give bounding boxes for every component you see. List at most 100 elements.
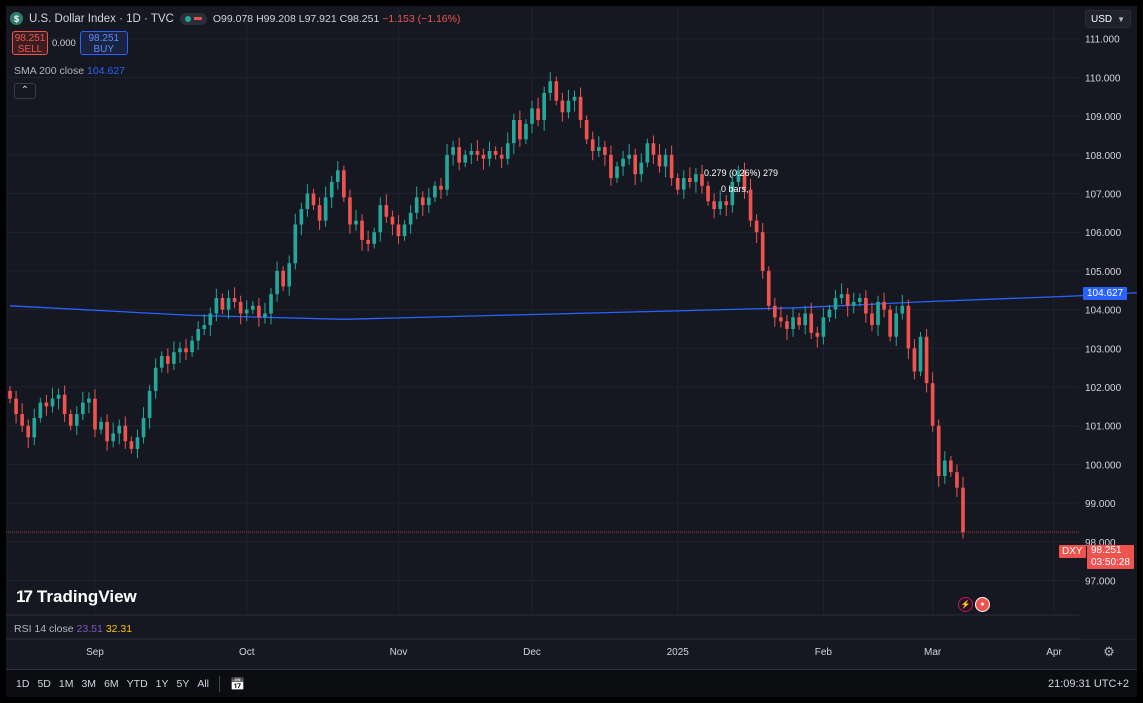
lightning-icon[interactable]: ⚡	[958, 597, 973, 612]
candle-body	[809, 313, 814, 333]
candle	[487, 141, 492, 167]
candle	[281, 266, 285, 292]
candle-body	[936, 425, 941, 477]
candle	[178, 342, 182, 364]
candle-body	[44, 402, 49, 407]
candle	[202, 314, 207, 336]
range-button-6m[interactable]: 6M	[104, 678, 119, 690]
candle	[275, 261, 279, 302]
candle-body	[457, 147, 462, 163]
candle	[68, 409, 73, 431]
sell-button[interactable]: 98.251 SELL	[12, 31, 48, 55]
candle-body	[870, 313, 874, 326]
candle-body	[402, 224, 407, 237]
price-chart[interactable]: 97.000 98.000 99.000 100.000 101.000 102.000 1…	[6, 6, 1137, 669]
symbol-title[interactable]: U.S. Dollar Index · 1D · TVC	[29, 12, 174, 25]
candle	[779, 306, 783, 328]
range-button-1d[interactable]: 1D	[16, 678, 30, 690]
collapse-legend-button[interactable]: ⌃	[14, 83, 36, 99]
candle	[900, 294, 905, 320]
candle	[639, 153, 644, 182]
candle	[724, 195, 729, 216]
candle	[645, 138, 650, 168]
candle-body	[694, 174, 698, 182]
trade-buttons: 98.251 SELL 0.000 98.251 BUY	[12, 31, 128, 55]
range-button-5d[interactable]: 5D	[37, 678, 51, 690]
candle	[172, 341, 176, 370]
candle	[481, 148, 486, 170]
candle-body	[141, 417, 146, 438]
sma-legend[interactable]: SMA 200 close 104.627	[14, 65, 126, 77]
candle	[864, 290, 868, 323]
candle	[918, 332, 923, 377]
candle-body	[323, 197, 328, 221]
range-button-all[interactable]: All	[197, 678, 210, 690]
symbol-legend[interactable]: $ U.S. Dollar Index · 1D · TVC O99.078 H…	[10, 12, 460, 25]
candle	[688, 167, 692, 189]
candle	[269, 287, 273, 325]
range-button-1m[interactable]: 1M	[58, 678, 74, 690]
candle	[906, 299, 911, 360]
candle-body	[675, 178, 680, 190]
candle	[663, 148, 668, 178]
candle-body	[135, 437, 140, 449]
currency-selector[interactable]: USD ▼	[1085, 10, 1131, 28]
tradingview-logo[interactable]: 17 TradingView	[16, 587, 137, 606]
candle-body	[760, 232, 765, 271]
price-axis[interactable]: 97.000 98.000 99.000 100.000 101.000 102.000 1…	[1079, 6, 1137, 639]
range-button-3m[interactable]: 3M	[81, 678, 97, 690]
candle-body	[487, 150, 492, 159]
candle	[785, 315, 789, 340]
candle	[748, 178, 753, 227]
candle-body	[372, 232, 377, 244]
gear-icon[interactable]: ⚙	[1103, 644, 1115, 659]
price-tick-label: 103.000	[1085, 344, 1122, 355]
rsi-legend[interactable]: RSI 14 close 23.51 32.31	[14, 623, 133, 635]
candle	[730, 172, 735, 213]
candle	[74, 406, 79, 436]
range-button-5y[interactable]: 5Y	[176, 678, 190, 690]
price-tick-label: 111.000	[1085, 35, 1120, 46]
candle-body	[633, 154, 638, 175]
candle-body	[651, 143, 656, 155]
rsi-value: 23.51	[76, 623, 103, 635]
time-axis[interactable]: SepOctNovDec2025FebMarAprMay	[86, 647, 1137, 658]
time-tick-label: Feb	[815, 647, 833, 658]
market-status-badge[interactable]	[179, 12, 207, 25]
candle-body	[50, 398, 55, 407]
clock[interactable]: 21:09:31 UTC+2	[1047, 678, 1129, 690]
candle-body	[123, 425, 128, 442]
candle	[633, 148, 638, 186]
candle	[657, 144, 662, 173]
price-tick-label: 101.000	[1085, 422, 1122, 433]
range-button-ytd[interactable]: YTD	[126, 678, 148, 690]
rsi-ma-value: 32.31	[105, 623, 133, 635]
flag-icon[interactable]: ●	[975, 597, 990, 612]
candle	[451, 140, 455, 166]
chevron-down-icon: ▼	[1117, 15, 1125, 24]
candle-body	[232, 298, 237, 302]
candle	[857, 293, 862, 307]
price-tick-label: 110.000	[1085, 73, 1121, 84]
candle	[93, 389, 97, 438]
price-tick-label: 102.000	[1085, 383, 1122, 394]
candle	[888, 304, 892, 342]
candle-body	[238, 301, 243, 314]
price-tick-label: 109.000	[1085, 112, 1122, 123]
candle-body	[815, 332, 820, 337]
candle-body	[208, 313, 213, 326]
candle	[238, 295, 243, 325]
candle-body	[748, 189, 753, 221]
time-tick-label: Sep	[86, 647, 104, 658]
event-markers[interactable]: ⚡ ●	[958, 597, 990, 612]
candle	[851, 292, 856, 314]
buy-button[interactable]: 98.251 BUY	[79, 31, 128, 55]
candle	[14, 390, 18, 424]
candle-body	[882, 301, 886, 310]
candle	[615, 161, 619, 183]
calendar-icon[interactable]: 📅	[230, 677, 245, 691]
range-button-1y[interactable]: 1Y	[155, 678, 169, 690]
candle	[384, 194, 389, 223]
candle-body	[153, 367, 158, 391]
candle-body	[821, 317, 826, 337]
